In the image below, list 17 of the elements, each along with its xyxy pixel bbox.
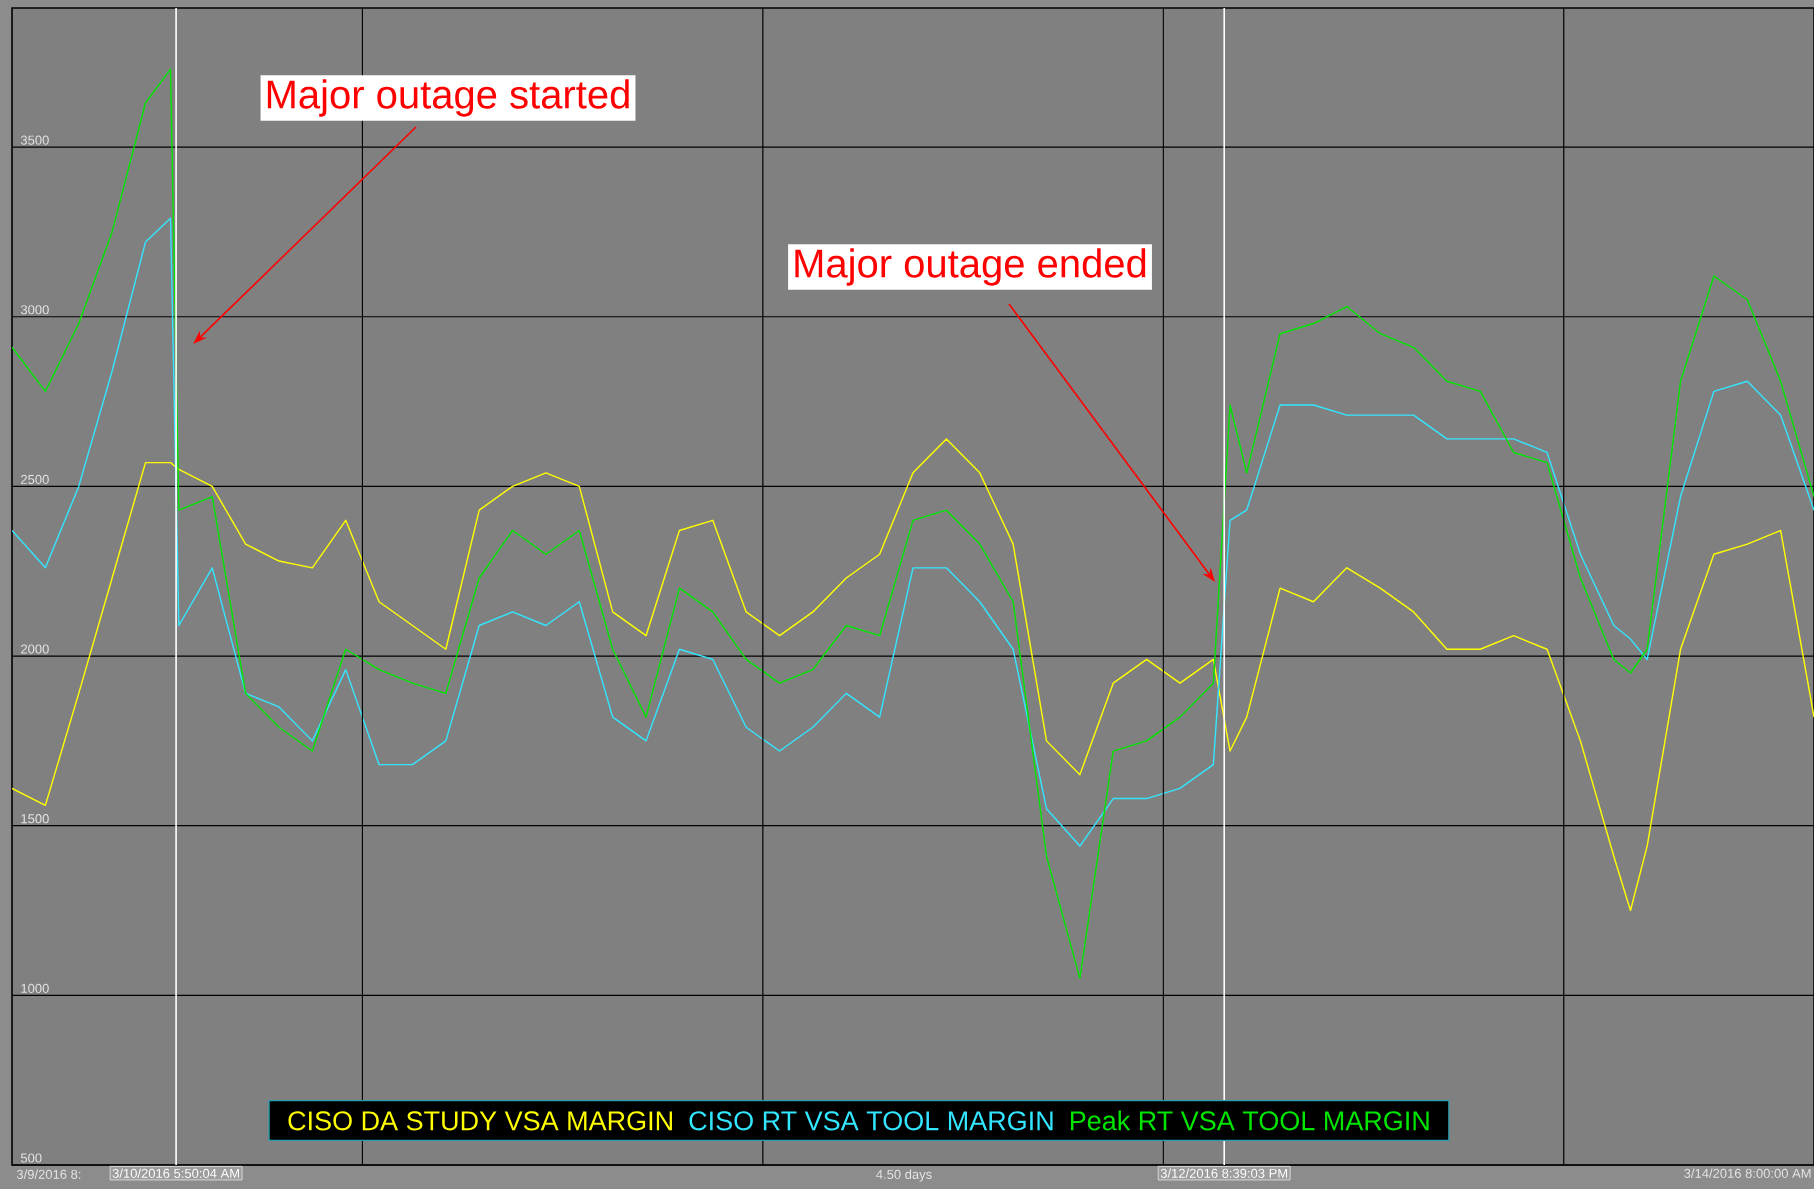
y-tick-label: 1500 (21, 814, 49, 824)
y-tick-label: 3000 (20, 305, 49, 315)
y-tick-label: 2500 (21, 474, 49, 484)
y-tick-label: 3500 (20, 135, 49, 145)
y-tick-label: 500 (20, 1153, 42, 1163)
annotation: Major outage started (267, 79, 629, 117)
text: CISO RT VSA TOOL MARGIN (689, 1111, 1053, 1131)
x-tick-label: 3/12/2016 8:39:03 PM (1160, 1168, 1288, 1178)
annotation: Major outage ended (795, 248, 1146, 286)
text: 4.50 days (876, 1169, 932, 1182)
x-tick-label: 3/10/2016 5:50:04 AM (112, 1168, 239, 1178)
text: 3/9/2016 8: (16, 1169, 81, 1179)
y-tick-label: 2000 (21, 644, 49, 654)
text: Peak RT VSA TOOL MARGIN (1070, 1110, 1429, 1131)
y-tick-label: 1000 (21, 983, 49, 993)
text: CISO DA STUDY VSA MARGIN (288, 1111, 672, 1131)
x-tick-label: 3/14/2016 8:00:00 AM (1684, 1168, 1811, 1178)
